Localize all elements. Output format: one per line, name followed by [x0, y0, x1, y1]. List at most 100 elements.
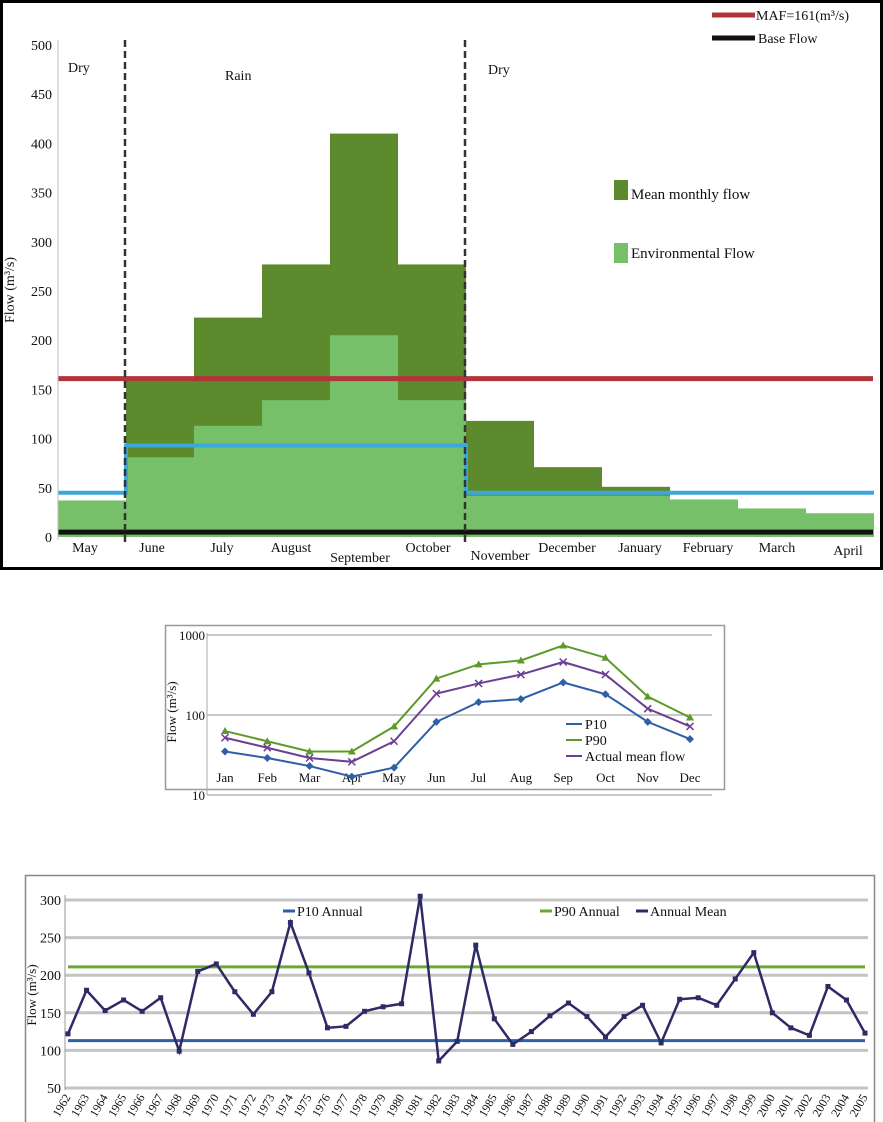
x-tick-label: December — [538, 541, 596, 556]
x-tick-label: August — [271, 541, 312, 556]
x-tick-label: January — [618, 541, 662, 556]
data-point — [305, 747, 314, 755]
y-axis-label: Flow (m³/s) — [164, 681, 179, 742]
data-point — [305, 762, 314, 771]
legend-label: Environmental Flow — [631, 246, 755, 262]
y-tick-label: 100 — [31, 433, 52, 448]
y-tick-label: 350 — [31, 187, 52, 202]
y-tick-label: 100 — [40, 1044, 61, 1059]
data-point — [862, 1030, 868, 1036]
legend-swatch-mean — [614, 180, 628, 200]
data-point — [528, 1029, 534, 1035]
data-point — [603, 1034, 609, 1040]
data-point — [643, 717, 652, 726]
bar-environmental-october — [398, 400, 466, 537]
data-point — [221, 727, 229, 735]
y-axis-label: Flow (m³/s) — [24, 964, 39, 1025]
x-tick-label: May — [382, 770, 406, 785]
y-tick-label: 300 — [31, 236, 52, 251]
data-point — [559, 657, 568, 667]
data-point — [432, 689, 441, 698]
data-point — [390, 737, 399, 746]
data-point — [390, 722, 399, 730]
data-point — [436, 1058, 442, 1064]
x-tick-label: Aug — [510, 770, 533, 785]
season-label: Rain — [225, 69, 251, 84]
data-point — [473, 942, 479, 948]
bar-environmental-july — [194, 425, 262, 537]
data-point — [474, 679, 483, 688]
data-point — [547, 1013, 553, 1019]
data-point — [250, 1011, 256, 1017]
y-tick-label: 150 — [31, 383, 52, 398]
data-point — [232, 989, 238, 995]
data-point — [102, 1008, 108, 1014]
legend-label: P90 — [585, 734, 607, 749]
data-point — [195, 968, 201, 974]
data-point — [565, 1000, 571, 1006]
data-point — [263, 737, 272, 745]
series-line-p10 — [224, 681, 691, 778]
data-point — [343, 1023, 349, 1029]
data-point — [65, 1031, 71, 1037]
bar-environmental-august — [262, 400, 330, 537]
data-point — [432, 674, 441, 682]
data-point — [843, 997, 849, 1003]
y-tick-label: 450 — [31, 88, 52, 103]
x-tick-label: Feb — [258, 770, 278, 785]
data-point — [685, 722, 695, 731]
x-tick-label: April — [833, 544, 863, 559]
data-point — [601, 653, 610, 661]
data-point — [751, 950, 757, 956]
legend-label: Actual mean flow — [585, 750, 686, 765]
y-tick-label: 200 — [40, 969, 61, 984]
series-line-p90 — [224, 644, 691, 753]
legend-swatch-environmental — [614, 243, 628, 263]
data-point — [399, 1001, 405, 1007]
data-point — [643, 692, 652, 700]
data-point — [788, 1025, 794, 1031]
data-point — [306, 970, 312, 976]
x-tick-label: July — [210, 541, 233, 556]
data-point — [584, 1014, 590, 1020]
data-point — [621, 1014, 627, 1020]
data-point — [516, 656, 525, 664]
x-tick-label: September — [330, 551, 390, 566]
y-tick-label: 50 — [38, 482, 52, 497]
data-point — [263, 754, 272, 763]
legend-label: P90 Annual — [554, 905, 620, 920]
data-point — [84, 987, 90, 993]
bar-environmental-june — [126, 457, 194, 537]
data-point — [263, 743, 272, 752]
data-point — [347, 747, 356, 755]
data-point — [695, 995, 701, 1001]
x-tick-label: Dec — [680, 770, 701, 785]
x-tick-label: March — [759, 541, 796, 556]
bar-environmental-september — [330, 335, 398, 537]
data-point — [417, 893, 423, 899]
data-point — [516, 695, 525, 704]
data-point — [213, 961, 219, 967]
x-tick-label: May — [72, 541, 98, 556]
data-point — [474, 698, 483, 707]
x-tick-label: Oct — [596, 770, 615, 785]
data-point — [347, 772, 356, 781]
y-tick-label: 300 — [40, 894, 61, 909]
season-label: Dry — [488, 63, 510, 78]
legend-label: P10 Annual — [297, 905, 363, 920]
data-point — [221, 747, 229, 756]
data-point — [305, 753, 314, 763]
data-point — [714, 1002, 720, 1008]
y-tick-label: 10 — [192, 788, 205, 803]
data-point — [139, 1008, 145, 1014]
data-point — [347, 757, 356, 766]
data-point — [269, 989, 275, 995]
season-label: Dry — [68, 61, 90, 76]
data-point — [491, 1016, 497, 1022]
chart-monthly-flow: 0 50 100 150 200 250 300 350 400 450 500 Flow (m³/s… — [0, 0, 883, 570]
data-point — [601, 690, 610, 699]
y-axis-label: Flow (m³/s) — [3, 257, 18, 323]
x-tick-label: Jun — [427, 770, 446, 785]
